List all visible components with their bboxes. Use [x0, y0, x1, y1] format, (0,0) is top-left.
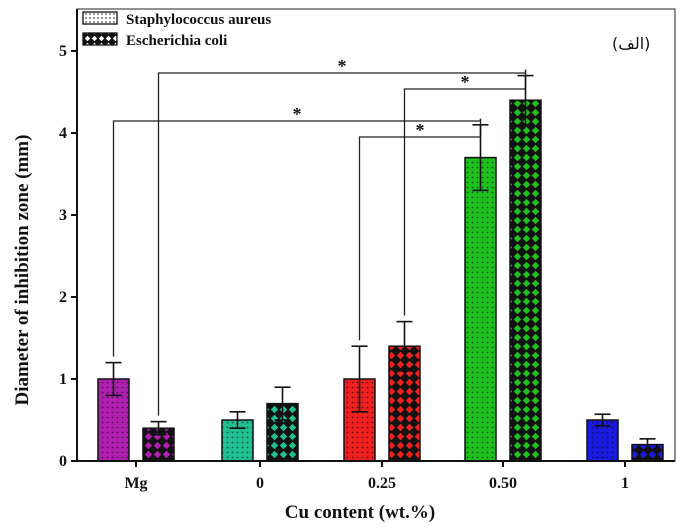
- significance-bracket: *: [112, 104, 482, 357]
- error-bar: [351, 345, 368, 413]
- error-bar: [472, 124, 489, 192]
- error-bar: [229, 410, 246, 430]
- axes: 0 1 2 3 4 5 Mg 0 0.25 0.50 1: [59, 9, 675, 492]
- error-bar: [274, 386, 291, 421]
- error-bar: [150, 420, 167, 436]
- plot-border: [76, 8, 676, 462]
- x-tick-label: 0.25: [368, 475, 396, 492]
- bar: [509, 99, 542, 462]
- x-tick-label: Mg: [124, 475, 147, 492]
- legend: Staphylococcus aureus Escherichia coli: [82, 11, 271, 49]
- significance-star: *: [416, 120, 425, 140]
- legend-swatch: [82, 32, 118, 46]
- error-bar: [594, 413, 611, 427]
- x-tick-label: 0.50: [489, 475, 517, 492]
- error-bar: [396, 320, 413, 372]
- plot-frame: [76, 8, 676, 462]
- significance-star: *: [293, 104, 302, 124]
- bar: [586, 419, 619, 462]
- error-bar: [517, 74, 534, 126]
- significance-star: *: [338, 56, 347, 76]
- significance-brackets: * * * *: [112, 56, 527, 416]
- error-bars: [105, 74, 656, 452]
- legend-label: Staphylococcus aureus: [126, 12, 271, 28]
- y-tick-label: 0: [59, 453, 67, 470]
- error-bar: [105, 361, 122, 397]
- y-tick-label: 2: [59, 289, 67, 306]
- x-tick-label: 0: [256, 475, 264, 492]
- y-axis-title: Diameter of inhibition zone (mm): [12, 135, 33, 406]
- error-bar: [639, 438, 656, 452]
- legend-label: Escherichia coli: [126, 33, 227, 49]
- bars: [97, 99, 664, 462]
- y-tick-label: 3: [59, 207, 67, 224]
- significance-star: *: [461, 72, 470, 92]
- x-tick-label: 1: [621, 475, 629, 492]
- y-tick-label: 5: [59, 43, 67, 60]
- y-tick-label: 4: [59, 125, 67, 142]
- y-tick-label: 1: [59, 371, 67, 388]
- bar: [464, 156, 497, 462]
- x-axis-title: Cu content (wt.%): [285, 502, 435, 523]
- panel-label: (الف): [612, 34, 650, 53]
- significance-bracket: *: [358, 118, 482, 341]
- legend-swatch: [82, 11, 118, 25]
